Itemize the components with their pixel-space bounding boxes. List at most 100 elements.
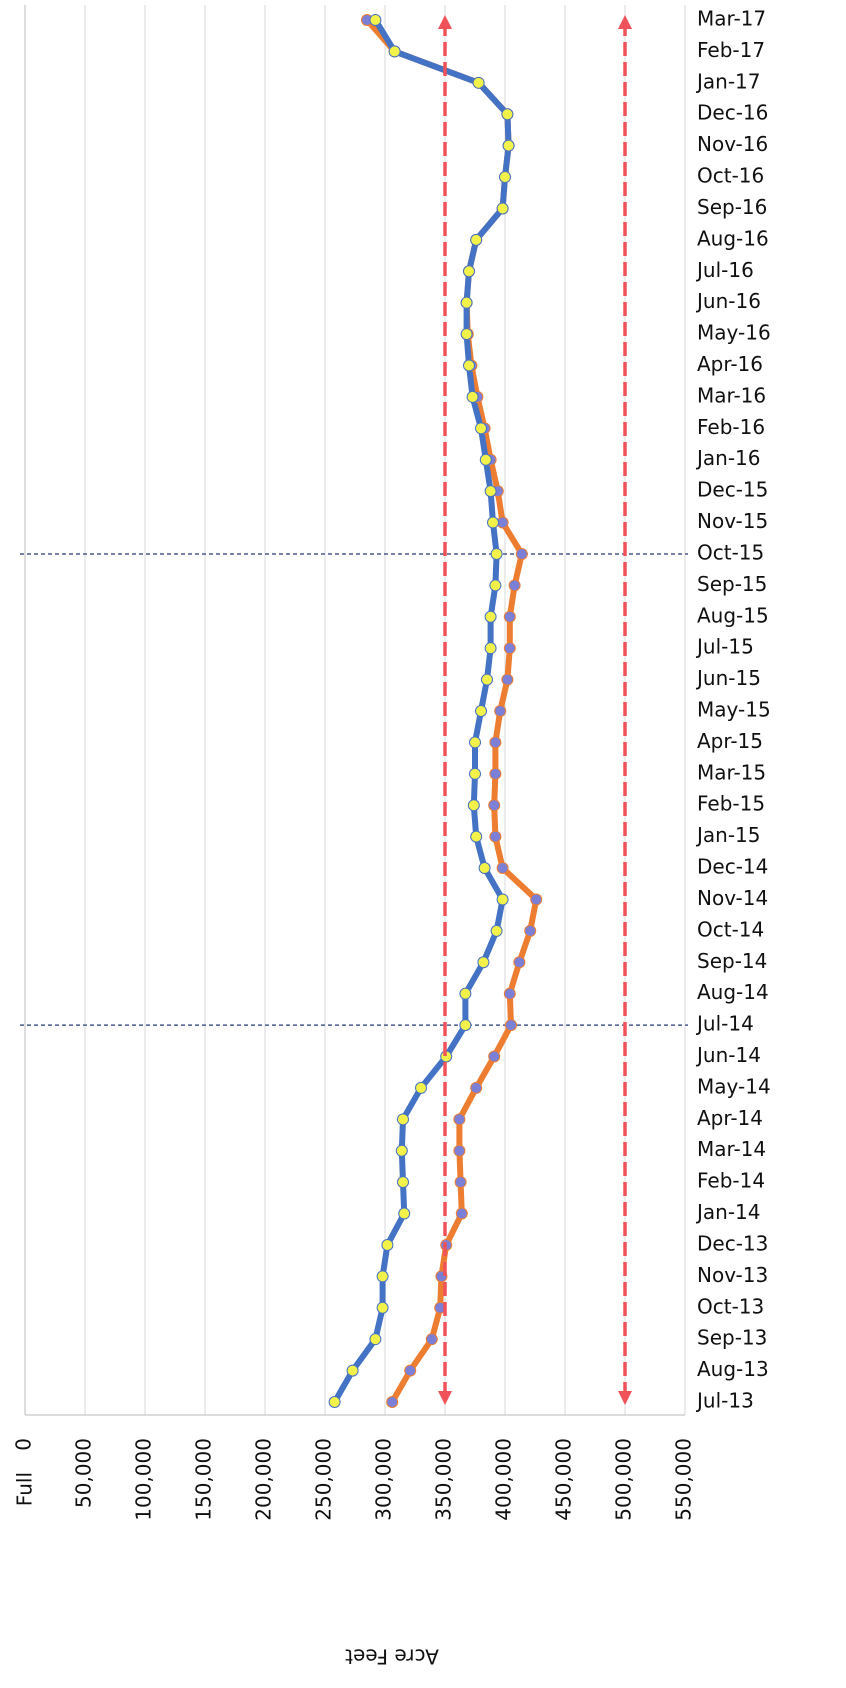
point <box>501 108 514 121</box>
point <box>501 673 514 686</box>
y-tick-label: Mar-15 <box>697 760 766 784</box>
point <box>381 1238 394 1251</box>
series-line <box>364 18 540 1404</box>
y-tick-label: Nov-13 <box>697 1263 768 1287</box>
point <box>484 642 497 655</box>
x-tick-label: 300,000 <box>372 1438 396 1521</box>
point <box>376 1301 389 1314</box>
point <box>463 265 475 278</box>
y-tick-label: Aug-16 <box>697 226 769 250</box>
y-tick-label: Jan-16 <box>695 446 761 470</box>
x-tick-label: 550,000 <box>672 1438 696 1521</box>
x-tick-label: 350,000 <box>432 1438 456 1521</box>
y-tick-label: Apr-14 <box>697 1106 763 1130</box>
x-tick-label: 200,000 <box>252 1438 276 1521</box>
point <box>369 14 382 26</box>
y-tick-label: Feb-16 <box>697 415 765 439</box>
y-tick-label: May-15 <box>697 698 771 722</box>
point <box>530 893 543 906</box>
y-tick-label: Mar-16 <box>697 383 766 407</box>
y-tick-label: Feb-14 <box>697 1169 765 1193</box>
point <box>503 642 516 655</box>
y-tick-label: Sep-14 <box>697 949 767 973</box>
x-tick-label: 400,000 <box>492 1438 516 1521</box>
point <box>470 830 483 843</box>
y-tick-label: Jun-16 <box>695 289 761 313</box>
point <box>487 516 499 529</box>
y-tick-label: May-14 <box>697 1074 771 1098</box>
point <box>503 610 516 623</box>
point <box>490 547 503 560</box>
point <box>475 705 487 717</box>
point <box>496 862 509 875</box>
y-tick-label: Oct-14 <box>697 917 764 941</box>
point <box>470 1081 483 1094</box>
x-tick-label: 150,000 <box>192 1438 216 1521</box>
x-tick-label: 500,000 <box>612 1438 636 1521</box>
point <box>489 736 502 749</box>
y-tick-label: Jul-13 <box>695 1389 754 1413</box>
point <box>459 1019 472 1032</box>
point <box>488 1050 501 1063</box>
x-tick-label: 50,000 <box>72 1438 96 1508</box>
y-tick-label: Feb-17 <box>697 38 765 62</box>
point <box>404 1364 417 1377</box>
y-tick-label: Jun-14 <box>695 1043 761 1067</box>
point <box>415 1081 427 1094</box>
point <box>467 799 480 812</box>
point <box>484 485 497 498</box>
point <box>463 359 475 372</box>
point <box>494 705 507 717</box>
x-tick-label: 450,000 <box>552 1438 576 1521</box>
point <box>505 1019 517 1032</box>
y-tick-label: Dec-13 <box>697 1231 768 1255</box>
y-tick-label: Nov-14 <box>697 886 768 910</box>
y-tick-label: Nov-15 <box>697 509 768 533</box>
point <box>508 579 521 592</box>
point <box>397 1113 409 1126</box>
x-axis-title: Acre Feet <box>345 1645 439 1669</box>
point <box>397 1176 409 1189</box>
x-tick-label: 0 <box>12 1438 36 1451</box>
point <box>499 171 511 184</box>
y-tick-label: Apr-15 <box>697 729 763 753</box>
point <box>460 296 473 309</box>
point <box>386 1396 399 1408</box>
point <box>425 1333 438 1346</box>
point <box>496 202 509 215</box>
point <box>503 987 516 1000</box>
point <box>453 1113 466 1126</box>
point <box>513 956 526 969</box>
y-tick-label: Jan-17 <box>695 69 761 93</box>
point <box>490 924 503 937</box>
point <box>489 830 502 843</box>
y-tick-label: Aug-13 <box>697 1357 769 1381</box>
y-tick-label: Aug-15 <box>697 603 769 627</box>
y-tick-label: Sep-15 <box>697 572 767 596</box>
point <box>328 1396 341 1408</box>
y-tick-label: Jan-14 <box>695 1200 761 1224</box>
x-tick-label: 250,000 <box>312 1438 336 1521</box>
point <box>453 1144 466 1157</box>
point <box>369 1333 382 1346</box>
y-tick-label: Jul-14 <box>695 1012 754 1036</box>
y-tick-label: Jul-16 <box>695 258 754 282</box>
point <box>395 1144 408 1157</box>
y-tick-label: May-16 <box>697 321 771 345</box>
point <box>477 956 490 969</box>
y-tick-label: Feb-15 <box>697 792 765 816</box>
point <box>455 1207 468 1220</box>
point <box>472 76 485 89</box>
annotation: Full <box>13 1472 37 1506</box>
y-tick-label: Oct-13 <box>697 1294 764 1318</box>
y-tick-label: Jan-15 <box>695 823 761 847</box>
y-tick-label: Apr-16 <box>697 352 763 376</box>
point <box>469 736 481 749</box>
y-tick-label: Sep-16 <box>697 195 767 219</box>
point <box>376 1270 389 1283</box>
y-tick-label: Jun-15 <box>695 666 761 690</box>
y-tick-label: Jul-15 <box>695 635 754 659</box>
point <box>496 893 509 906</box>
point <box>479 453 492 466</box>
